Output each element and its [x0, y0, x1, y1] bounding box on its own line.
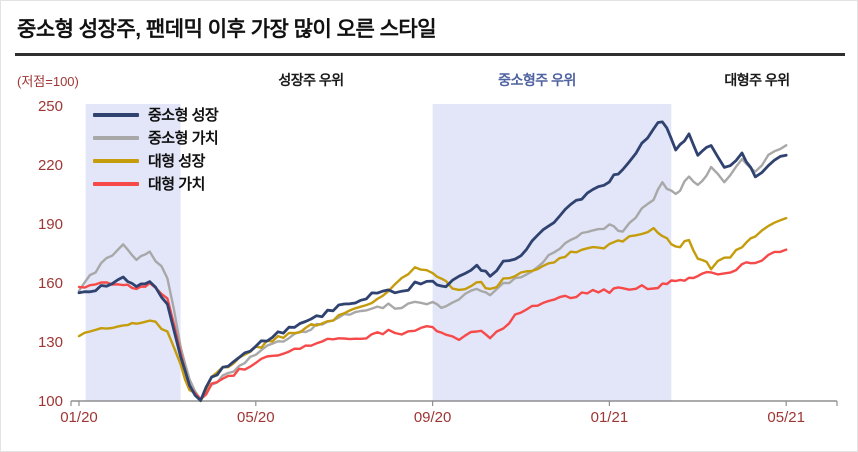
x-tick-label: 01/20 — [60, 409, 98, 426]
annotation-smallmid-dominance: 중소형주 우위 — [498, 72, 576, 88]
legend-label: 중소형 성장 — [148, 107, 219, 124]
y-axis-note: (저점=100) — [17, 74, 79, 89]
series-line-2 — [77, 144, 788, 401]
x-tick-label: 05/20 — [237, 409, 275, 426]
y-tick-label: 100 — [38, 393, 63, 410]
y-tick-label: 130 — [38, 334, 63, 351]
legend-label: 대형 가치 — [148, 176, 205, 193]
annotation-growth-dominance: 성장주 우위 — [278, 72, 344, 88]
legend-item: 중소형 가치 — [93, 126, 219, 149]
highlight-band — [85, 104, 181, 401]
legend-swatch — [93, 135, 139, 140]
x-tick-label: 09/20 — [414, 409, 452, 426]
legend-swatch — [93, 158, 139, 163]
legend-label: 대형 성장 — [148, 153, 205, 170]
y-tick-label: 250 — [38, 98, 63, 115]
page-title: 중소형 성장주, 팬데믹 이후 가장 많이 오른 스타일 — [17, 18, 437, 41]
y-tick-label: 220 — [38, 157, 63, 174]
legend-item: 대형 가치 — [93, 172, 218, 195]
legend-item: 대형 성장 — [93, 149, 218, 172]
legend-swatch — [93, 181, 139, 186]
legend-swatch — [93, 112, 139, 117]
legend-item: 중소형 성장 — [93, 103, 219, 126]
y-tick-label: 190 — [38, 216, 63, 233]
legend-label: 중소형 가치 — [148, 130, 219, 147]
x-tick-label: 05/21 — [767, 409, 805, 426]
x-tick-label: 01/21 — [591, 409, 629, 426]
y-tick-label: 160 — [38, 275, 63, 292]
title-underline — [15, 53, 845, 56]
annotation-largecap-dominance: 대형주 우위 — [724, 72, 790, 88]
series-line-1 — [77, 120, 788, 402]
